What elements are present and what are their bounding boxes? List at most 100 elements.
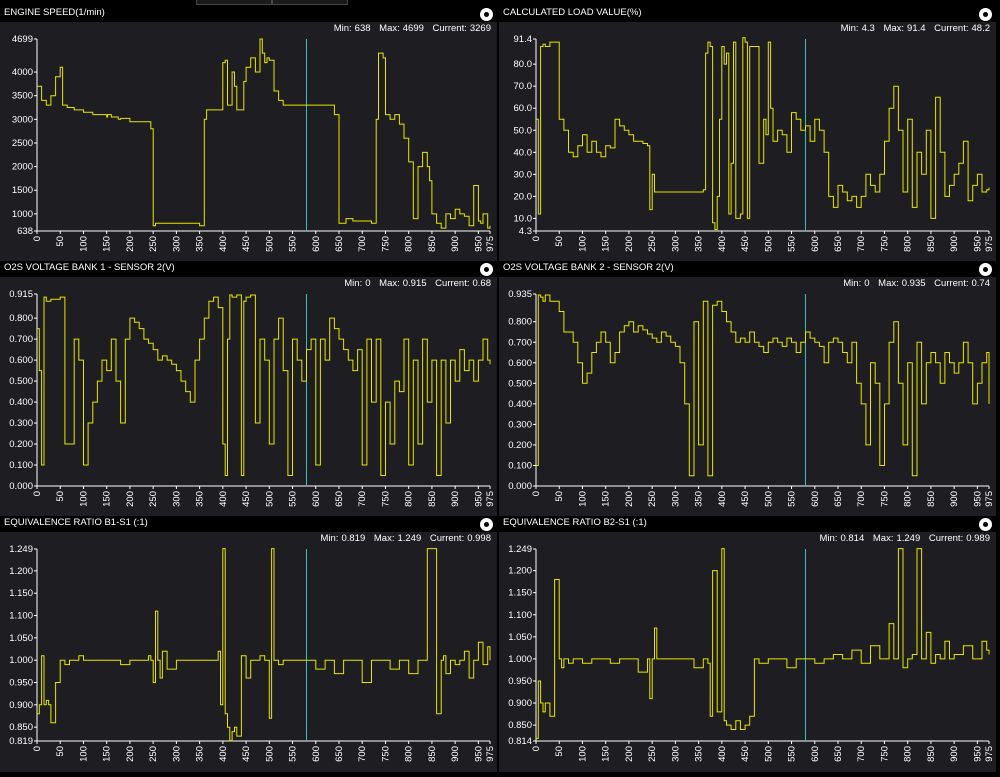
x-tick-label: 500 <box>264 746 275 762</box>
y-tick-label: 0.900 <box>508 698 532 709</box>
chart-title: O2S VOLTAGE BANK 1 - SENSOR 2(V) <box>4 262 175 273</box>
min-label: Min: <box>819 533 838 544</box>
x-tick-label: 750 <box>380 491 391 507</box>
x-tick-label: 400 <box>717 491 728 507</box>
x-tick-label: 100 <box>78 491 89 507</box>
current-value: 48.2 <box>971 23 991 34</box>
x-tick-label: 50 <box>55 491 66 502</box>
min-label: Min: <box>840 23 859 34</box>
x-tick-label: 550 <box>787 746 798 762</box>
max-value: 1.249 <box>397 533 422 544</box>
max-value: 0.935 <box>901 278 926 289</box>
x-tick-label: 650 <box>334 746 345 762</box>
y-tick-label: 1.000 <box>9 655 33 666</box>
settings-icon[interactable] <box>979 8 992 21</box>
x-tick-label: 600 <box>810 236 821 252</box>
y-tick-label: 0.850 <box>9 722 33 733</box>
chart-panel: EQUIVALENCE RATIO B1-S1 (:1) 0.819 0.850 0… <box>0 516 497 772</box>
x-tick-label: 250 <box>148 236 159 252</box>
x-tick-label: 150 <box>601 491 612 507</box>
max-value: 0.915 <box>402 278 427 289</box>
x-tick-label: 975 <box>984 236 995 252</box>
current-value: 3269 <box>469 23 491 34</box>
series-line <box>37 38 491 229</box>
toolbar-tab-1[interactable] <box>196 0 272 5</box>
x-tick-label: 400 <box>218 491 229 507</box>
x-tick-label: 500 <box>763 236 774 252</box>
y-tick-label: 0.200 <box>9 439 33 450</box>
x-tick-label: 975 <box>485 236 496 252</box>
y-tick-label: 0.814 <box>508 736 532 747</box>
toolbar-tab-2[interactable] <box>272 0 348 5</box>
x-tick-label: 300 <box>670 236 681 252</box>
x-tick-label: 350 <box>195 491 206 507</box>
x-tick-label: 600 <box>311 236 322 252</box>
min-value: 0.819 <box>341 533 366 544</box>
stats-readout: Min: 0.814 Max: 1.249 Current: 0.989 <box>814 533 991 544</box>
x-tick-label: 500 <box>763 491 774 507</box>
x-tick-label: 550 <box>288 746 299 762</box>
series-line <box>536 294 990 477</box>
x-tick-label: 200 <box>125 746 136 762</box>
x-tick-label: 0 <box>32 236 43 241</box>
settings-icon[interactable] <box>979 263 992 276</box>
x-tick-label: 800 <box>404 746 415 762</box>
current-label: Current: <box>934 23 969 34</box>
x-tick-label: 250 <box>647 746 658 762</box>
min-value: 638 <box>354 23 371 34</box>
settings-icon[interactable] <box>480 263 493 276</box>
y-tick-label: 30.0 <box>514 169 533 180</box>
x-tick-label: 350 <box>195 236 206 252</box>
y-tick-label: 0.915 <box>9 289 33 300</box>
min-value: 4.3 <box>861 23 875 34</box>
x-tick-label: 900 <box>949 491 960 507</box>
chart-panel: ENGINE SPEED(1/min) 638 1000 1500 2000 2500 3… <box>0 6 497 262</box>
x-tick-label: 850 <box>926 236 937 252</box>
max-value: 1.249 <box>896 533 921 544</box>
y-tick-label: 0.400 <box>9 397 33 408</box>
x-tick-label: 600 <box>311 746 322 762</box>
x-tick-label: 400 <box>717 236 728 252</box>
x-tick-label: 50 <box>554 236 565 247</box>
x-tick-label: 700 <box>856 236 867 252</box>
settings-icon[interactable] <box>979 518 992 531</box>
settings-icon[interactable] <box>480 8 493 21</box>
y-tick-label: 3000 <box>12 114 33 125</box>
y-tick-label: 0.500 <box>9 376 33 387</box>
x-tick-label: 150 <box>102 236 113 252</box>
settings-icon[interactable] <box>480 518 493 531</box>
x-tick-label: 950 <box>473 746 484 762</box>
current-label: Current: <box>934 278 969 289</box>
y-tick-label: 91.4 <box>514 34 533 45</box>
y-tick-label: 0.700 <box>508 337 532 348</box>
plot-area: 0.814 0.850 0.900 0.950 1.000 1.050 1.100 1.150… <box>499 532 996 772</box>
x-tick-label: 200 <box>125 491 136 507</box>
y-tick-label: 0.300 <box>508 419 532 430</box>
y-tick-label: 0.950 <box>9 678 33 689</box>
min-label: Min: <box>320 533 339 544</box>
y-tick-label: 20.0 <box>514 191 533 202</box>
y-tick-label: 80.0 <box>514 59 533 70</box>
y-tick-label: 2000 <box>12 162 33 173</box>
x-tick-label: 100 <box>577 236 588 252</box>
chart-panel: EQUIVALENCE RATIO B2-S1 (:1) 0.814 0.850 0… <box>499 516 996 772</box>
line-chart: 4.3 10.0 20.0 30.0 40.0 50.0 60.0 70.0 80.0 91.4 0… <box>514 34 996 252</box>
y-tick-label: 3500 <box>12 91 33 102</box>
x-tick-label: 900 <box>450 491 461 507</box>
x-tick-label: 450 <box>740 746 751 762</box>
x-tick-label: 0 <box>531 491 542 496</box>
x-tick-label: 0 <box>531 236 542 241</box>
x-tick-label: 250 <box>148 746 159 762</box>
x-tick-label: 100 <box>78 746 89 762</box>
y-tick-label: 0.800 <box>9 313 33 324</box>
series-line <box>536 37 990 230</box>
x-tick-label: 600 <box>311 491 322 507</box>
y-tick-label: 4.3 <box>519 226 532 237</box>
y-tick-label: 4699 <box>12 34 33 45</box>
x-tick-label: 650 <box>833 491 844 507</box>
min-label: Min: <box>333 23 352 34</box>
min-value: 0 <box>365 278 371 289</box>
line-chart: 0.000 0.100 0.200 0.300 0.400 0.500 0.600 0.700… <box>508 289 995 507</box>
y-tick-label: 1.200 <box>508 566 532 577</box>
x-tick-label: 350 <box>694 746 705 762</box>
